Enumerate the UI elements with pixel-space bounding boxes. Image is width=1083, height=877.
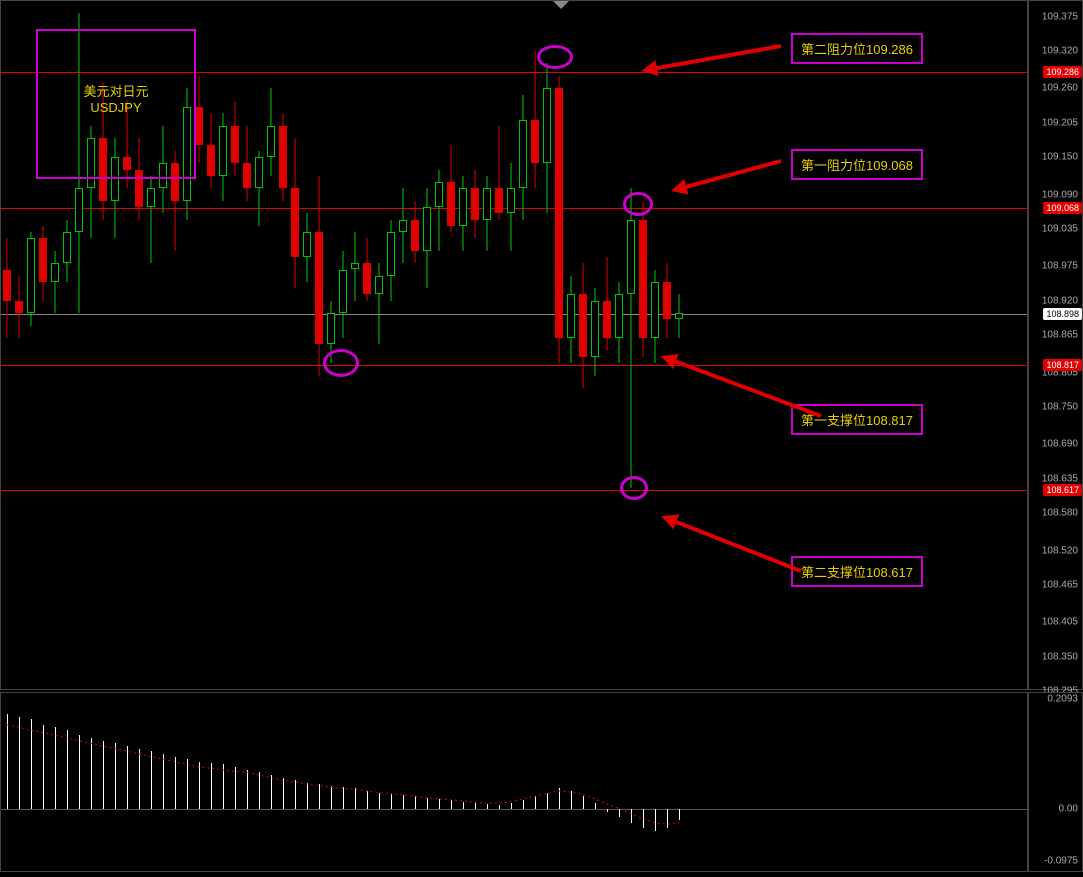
indicator-axis-label: -0.0975 [1044,856,1078,867]
macd-signal-line [1,693,1029,873]
chart-title-box: 美元对日元USDJPY [36,29,196,179]
circle-marker[interactable] [323,349,359,377]
candle[interactable] [483,1,491,691]
candle[interactable] [663,1,671,691]
candle[interactable] [447,1,455,691]
candle[interactable] [231,1,239,691]
candle[interactable] [327,1,335,691]
price-axis-label: 108.865 [1042,330,1078,341]
price-axis-label: 108.520 [1042,545,1078,556]
price-level-tag: 108.617 [1043,484,1082,496]
annotation-label[interactable]: 第一阻力位109.068 [791,149,923,180]
price-axis-label: 109.090 [1042,189,1078,200]
price-axis-label: 109.320 [1042,45,1078,56]
chart-title-line2: USDJPY [38,100,194,115]
chart-title-line1: 美元对日元 [38,81,194,100]
candle[interactable] [627,1,635,691]
price-axis-label: 108.405 [1042,617,1078,628]
candle[interactable] [315,1,323,691]
candle[interactable] [579,1,587,691]
candle[interactable] [279,1,287,691]
price-axis-label: 109.375 [1042,11,1078,22]
candle[interactable] [387,1,395,691]
annotation-label[interactable]: 第一支撑位108.817 [791,404,923,435]
candle[interactable] [411,1,419,691]
candle[interactable] [591,1,599,691]
price-level-tag: 108.898 [1043,308,1082,320]
candle[interactable] [531,1,539,691]
candle[interactable] [207,1,215,691]
price-axis-label: 108.750 [1042,401,1078,412]
candle[interactable] [303,1,311,691]
candle[interactable] [195,1,203,691]
candle[interactable] [615,1,623,691]
price-chart-panel[interactable]: 美元对日元USDJPY 第二阻力位109.286 第一阻力位109.068 第一支撑位… [0,0,1028,690]
annotation-label[interactable]: 第二支撑位108.617 [791,556,923,587]
candle[interactable] [243,1,251,691]
candle[interactable] [3,1,11,691]
candle[interactable] [507,1,515,691]
price-level-tag: 109.286 [1043,66,1082,78]
price-axis-label: 108.920 [1042,295,1078,306]
price-axis-label: 108.635 [1042,473,1078,484]
indicator-panel[interactable] [0,692,1028,872]
price-axis-label: 109.260 [1042,83,1078,94]
candle[interactable] [399,1,407,691]
candle[interactable] [567,1,575,691]
circle-marker[interactable] [537,45,573,69]
candle[interactable] [219,1,227,691]
circle-marker[interactable] [620,476,648,500]
price-axis: 109.375 109.320 109.260 109.205 109.150 109.0… [1028,0,1083,690]
candle[interactable] [471,1,479,691]
price-axis-label: 109.035 [1042,223,1078,234]
candle[interactable] [423,1,431,691]
candle[interactable] [675,1,683,691]
candle[interactable] [15,1,23,691]
price-level-tag: 109.068 [1043,202,1082,214]
trading-chart-container: 美元对日元USDJPY 第二阻力位109.286 第一阻力位109.068 第一支撑位… [0,0,1083,877]
candle[interactable] [339,1,347,691]
price-axis-label: 108.975 [1042,261,1078,272]
candle[interactable] [363,1,371,691]
annotation-label[interactable]: 第二阻力位109.286 [791,33,923,64]
candle[interactable] [543,1,551,691]
candle[interactable] [555,1,563,691]
price-axis-label: 109.150 [1042,152,1078,163]
price-level-tag: 108.817 [1043,359,1082,371]
candle[interactable] [291,1,299,691]
price-axis-label: 108.465 [1042,579,1078,590]
candle[interactable] [375,1,383,691]
indicator-axis-label: 0.2093 [1047,693,1078,704]
candle[interactable] [351,1,359,691]
candle[interactable] [255,1,263,691]
candle[interactable] [27,1,35,691]
candle[interactable] [603,1,611,691]
price-axis-label: 108.350 [1042,651,1078,662]
candle[interactable] [651,1,659,691]
candle[interactable] [519,1,527,691]
candle[interactable] [267,1,275,691]
candle[interactable] [459,1,467,691]
price-axis-label: 108.580 [1042,508,1078,519]
candle[interactable] [495,1,503,691]
price-axis-label: 108.690 [1042,439,1078,450]
candle[interactable] [435,1,443,691]
indicator-axis: 0.2093 0.00 -0.0975 [1028,692,1083,872]
price-axis-label: 109.205 [1042,117,1078,128]
indicator-axis-label: 0.00 [1059,804,1078,815]
candle[interactable] [639,1,647,691]
circle-marker[interactable] [623,192,653,216]
